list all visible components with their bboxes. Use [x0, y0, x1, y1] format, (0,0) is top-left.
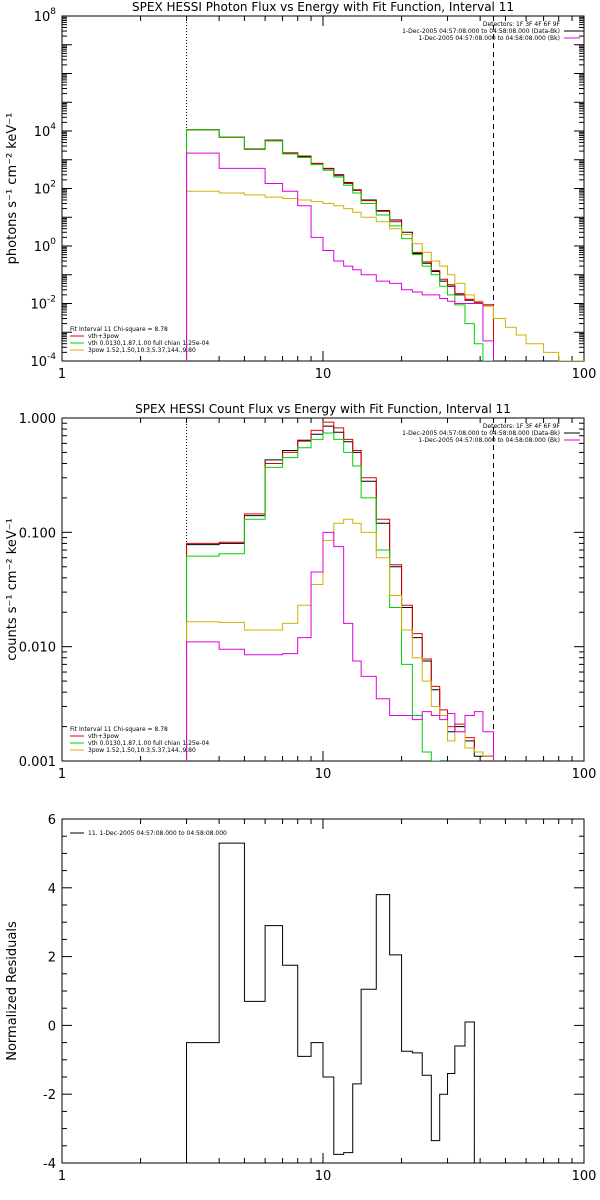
y-tick-exponent: -4 — [47, 352, 56, 362]
chart-panel-2: SPEX HESSI Count Flux vs Energy with Fit… — [5, 402, 596, 782]
legend-legend_bl: Fit Interval 11 Chi-square = 8.78vth+3po… — [70, 326, 209, 354]
series-line-1 — [186, 129, 494, 361]
series-line-2 — [186, 421, 494, 761]
series-line-5 — [186, 152, 494, 361]
y-tick-label: 0.001 — [19, 755, 56, 770]
legend-legend_bl: Fit Interval 11 Chi-square = 8.78vth+3po… — [70, 726, 209, 754]
legend-entry: 1-Dec-2005 04:57:08.000 to 04:58:08.000 … — [402, 430, 560, 437]
y-tick-base: 10 — [34, 183, 51, 198]
y-tick-exponent: 8 — [50, 7, 56, 17]
chart-panel-3: 1 10 100 6 4 2 0 -2 -4 Normalized Residuals 11. 1-… — [5, 813, 596, 1184]
y-tick-exponent: -2 — [47, 295, 56, 305]
y-axis-label: counts s⁻¹ cm⁻² keV⁻¹ — [5, 518, 20, 661]
y-axis-ticks — [62, 818, 584, 1164]
legend-entry: 1-Dec-2005 04:57:08.000 to 04:58:08.000 … — [418, 437, 560, 444]
x-tick-label: 10 — [315, 367, 332, 382]
legend-entry: vth 0.0130,1.87,1.00 full chian 1.25e-04 — [88, 740, 209, 747]
series-line-3 — [186, 129, 494, 361]
y-tick-label: 1.000 — [19, 412, 56, 427]
x-axis-ticks — [61, 819, 585, 1163]
y-tick-exponent: 0 — [50, 237, 56, 247]
y-tick-label: -4 — [43, 1157, 56, 1172]
legend-entry: vth+3pow — [88, 333, 119, 340]
y-tick-label: -2 — [43, 1088, 56, 1103]
series-line-4 — [186, 190, 584, 361]
legend-entry: Detectors: 1F 3F 4F 6F 9F — [483, 21, 561, 28]
y-tick-base: 10 — [30, 355, 47, 370]
legend-entry: vth 0.0130,1.87,1.00 full chian 1.25e-04 — [88, 340, 209, 347]
chart-panel-1: SPEX HESSI Photon Flux vs Energy with Fi… — [5, 0, 596, 382]
chart-title: SPEX HESSI Photon Flux vs Energy with Fi… — [132, 0, 514, 14]
y-tick-base: 10 — [34, 10, 51, 25]
legend-entry: 3pow 1.52,1.50,10.3,5.37,144.,9.80 — [88, 747, 196, 754]
y-tick-label: 0 — [48, 1019, 56, 1034]
x-tick-label: 1 — [58, 367, 66, 382]
plot-frame — [61, 818, 585, 1164]
series-layer — [186, 421, 494, 761]
y-tick-label: 0.100 — [19, 526, 56, 541]
y-tick-exponent: 2 — [50, 180, 56, 190]
y-axis-ticks — [62, 15, 584, 362]
legend-entry: 1-Dec-2005 04:57:08.000 to 04:58:08.000 … — [402, 28, 560, 35]
y-tick-base: 10 — [30, 298, 47, 313]
x-tick-label: 1 — [58, 1169, 66, 1184]
legend-entry: 3pow 1.52,1.50,10.3,5.37,144.,9.80 — [88, 347, 196, 354]
y-tick-label: 6 — [48, 813, 56, 828]
y-tick-label: 10-4 — [30, 352, 56, 370]
y-tick-base: 10 — [34, 125, 51, 140]
y-axis-ticks — [62, 417, 584, 762]
x-tick-label: 10 — [315, 767, 332, 782]
series-line-1 — [186, 842, 475, 1163]
series-layer — [186, 129, 584, 361]
legend-entry: Detectors: 1F 3F 4F 6F 9F — [483, 423, 561, 430]
legend-entry: 11. 1-Dec-2005 04:57:08.000 to 04:58:08.… — [88, 830, 227, 837]
legend-entry: vth+3pow — [88, 733, 119, 740]
x-axis-ticks — [61, 16, 585, 361]
y-tick-label: 0.010 — [19, 641, 56, 656]
legend-entry: 1-Dec-2005 04:57:08.000 to 04:58:08.000 … — [418, 35, 560, 42]
x-axis-ticks — [61, 418, 585, 761]
x-tick-label: 10 — [315, 1169, 332, 1184]
series-line-4 — [186, 518, 494, 761]
legend-entry: Fit Interval 11 Chi-square = 8.78 — [70, 326, 168, 333]
plot-frame — [61, 417, 585, 762]
legend-legend_tl: 11. 1-Dec-2005 04:57:08.000 to 04:58:08.… — [70, 830, 227, 837]
y-axis-label: photons s⁻¹ cm⁻² keV⁻¹ — [5, 113, 20, 265]
legend-legend_tr: Detectors: 1F 3F 4F 6F 9F1-Dec-2005 04:5… — [402, 423, 580, 444]
y-tick-label: 108 — [34, 7, 57, 25]
y-tick-base: 10 — [34, 240, 51, 255]
y-axis-label: Normalized Residuals — [5, 921, 20, 1061]
y-tick-label: 104 — [34, 122, 57, 140]
y-tick-label: 4 — [48, 882, 56, 897]
plot-frame — [61, 15, 585, 362]
y-tick-label: 102 — [34, 180, 56, 198]
x-tick-label: 100 — [572, 367, 597, 382]
x-tick-label: 100 — [572, 767, 597, 782]
x-tick-label: 100 — [572, 1169, 597, 1184]
y-tick-label: 10-2 — [30, 295, 56, 313]
x-tick-label: 1 — [58, 767, 66, 782]
chart-title: SPEX HESSI Count Flux vs Energy with Fit… — [135, 402, 511, 416]
series-line-3 — [186, 432, 440, 761]
y-tick-label: 100 — [34, 237, 57, 255]
y-tick-label: 2 — [48, 951, 56, 966]
series-line-5 — [186, 531, 494, 761]
y-tick-exponent: 4 — [50, 122, 56, 132]
series-layer — [186, 842, 475, 1163]
legend-entry: Fit Interval 11 Chi-square = 8.78 — [70, 726, 168, 733]
series-line-2 — [186, 129, 494, 361]
legend-legend_tr: Detectors: 1F 3F 4F 6F 9F1-Dec-2005 04:5… — [402, 21, 580, 42]
